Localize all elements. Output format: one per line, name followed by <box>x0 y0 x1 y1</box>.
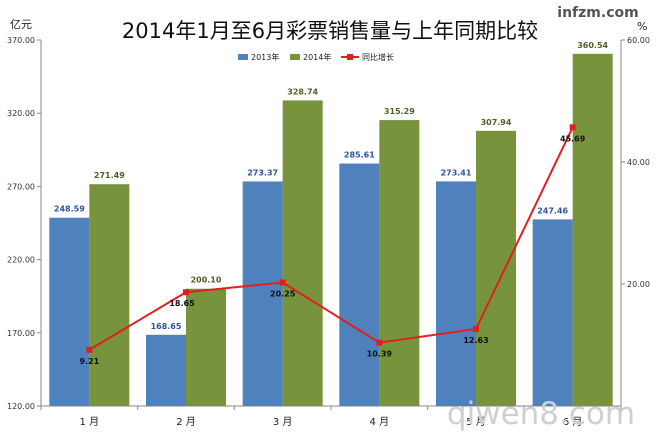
bar <box>242 181 283 406</box>
legend-swatch-2013 <box>238 54 248 60</box>
bar-value-label: 360.54 <box>577 41 608 50</box>
growth-value-label: 12.63 <box>463 336 488 345</box>
legend-label-growth: 同比增长 <box>362 52 394 62</box>
growth-point <box>473 325 479 332</box>
y-tick-label: 120.00 <box>7 402 35 411</box>
legend-swatch-2014 <box>290 54 300 60</box>
bar-value-label: 248.59 <box>54 205 85 214</box>
right-axis-unit: % <box>637 20 647 33</box>
y2-tick-label: 20.00 <box>627 280 650 289</box>
brand-logo-text: infzm.com <box>557 5 638 21</box>
growth-point <box>279 279 286 286</box>
data-labels: 248.59 168.65 273.37 285.61 273.41 247.46 271.… <box>54 41 609 366</box>
legend-marker-growth <box>347 54 353 60</box>
bar-value-label: 307.94 <box>481 118 512 127</box>
growth-line-path <box>88 126 574 351</box>
x-tick-label: 1 月 <box>80 416 100 428</box>
growth-point <box>569 124 576 131</box>
growth-value-label: 20.25 <box>270 289 296 298</box>
growth-value-label: 10.39 <box>367 350 393 359</box>
growth-point <box>183 289 189 296</box>
y-tick-label: 370.00 <box>7 36 35 45</box>
chart-title: 2014年1月至6月彩票销售量与上年同期比较 <box>122 19 538 43</box>
bar <box>476 130 516 406</box>
bar <box>89 184 130 406</box>
bar-value-label: 328.74 <box>287 87 318 96</box>
bar-value-label: 285.61 <box>344 151 375 160</box>
growth-point <box>86 346 93 353</box>
y-tick-label: 170.00 <box>7 329 35 338</box>
x-tick-label: 3 月 <box>273 416 293 428</box>
bar-value-label: 200.10 <box>191 276 222 285</box>
bar-value-label: 271.49 <box>94 171 125 180</box>
y2-tick-label: 40.00 <box>627 158 650 167</box>
bar-value-label: 315.29 <box>384 107 415 116</box>
legend-label-2014: 2014年 <box>303 52 331 62</box>
watermark-text: qiwen8.com <box>447 396 635 432</box>
x-tick-label: 2 月 <box>176 416 196 428</box>
y2-tick-label: 60.00 <box>627 36 650 45</box>
bar <box>282 100 323 407</box>
legend-label-2013: 2013年 <box>251 52 279 62</box>
x-tick-label: 5 月 <box>466 416 486 428</box>
bar <box>339 163 380 406</box>
bar-value-label: 273.41 <box>441 168 472 177</box>
bar <box>49 217 90 406</box>
growth-point <box>376 339 383 346</box>
legend: 2013年 2014年 同比增长 <box>238 52 394 62</box>
growth-value-label: 45.69 <box>560 134 586 143</box>
growth-line <box>86 124 576 353</box>
bar <box>146 334 186 406</box>
bar-value-label: 247.46 <box>537 206 568 215</box>
bars <box>49 53 613 407</box>
bar-value-label: 168.65 <box>151 322 182 331</box>
bar <box>572 53 613 407</box>
x-tick-label: 6 月 <box>563 416 583 428</box>
bar <box>436 181 476 406</box>
y-tick-label: 320.00 <box>7 109 35 118</box>
bar <box>532 219 573 406</box>
left-axis-unit: 亿元 <box>10 18 32 31</box>
x-tick-label: 4 月 <box>370 416 390 428</box>
bar <box>379 120 420 406</box>
growth-value-label: 9.21 <box>79 357 99 366</box>
y-tick-label: 270.00 <box>7 182 35 191</box>
growth-value-label: 18.65 <box>169 299 195 308</box>
y-tick-label: 220.00 <box>7 256 35 265</box>
bar-value-label: 273.37 <box>247 168 278 177</box>
axes: 120.00 170.00 220.00 270.00 320.00 370.00 20.0… <box>7 36 650 428</box>
bar <box>186 288 226 406</box>
